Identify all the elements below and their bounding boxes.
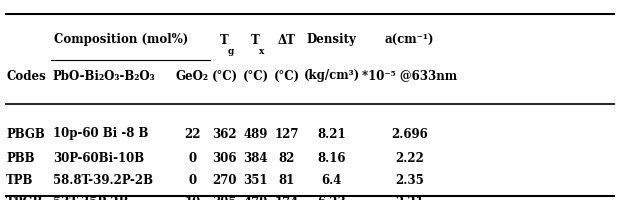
- Text: Composition (mol%): Composition (mol%): [54, 33, 188, 46]
- Text: 82: 82: [278, 152, 294, 164]
- Text: 6.4: 6.4: [322, 173, 342, 186]
- Text: (°C): (°C): [211, 70, 237, 82]
- Text: g: g: [228, 47, 234, 56]
- Text: 58.8T-39.2P-2B: 58.8T-39.2P-2B: [53, 173, 153, 186]
- Text: 0: 0: [188, 152, 197, 164]
- Text: 127: 127: [274, 128, 299, 140]
- Text: 362: 362: [212, 128, 237, 140]
- Text: 2.696: 2.696: [391, 128, 428, 140]
- Text: T: T: [219, 33, 228, 46]
- Text: 2.21: 2.21: [395, 196, 423, 200]
- Text: 53T-35P-2B: 53T-35P-2B: [53, 196, 128, 200]
- Text: 30P-60Bi-10B: 30P-60Bi-10B: [53, 152, 144, 164]
- Text: 174: 174: [274, 196, 299, 200]
- Text: x: x: [259, 47, 264, 56]
- Text: TPGB: TPGB: [6, 196, 43, 200]
- Text: 306: 306: [212, 152, 237, 164]
- Text: *10⁻⁵ @633nm: *10⁻⁵ @633nm: [361, 70, 457, 82]
- Text: 81: 81: [278, 173, 294, 186]
- Text: ΔT: ΔT: [278, 33, 295, 46]
- Text: 305: 305: [212, 196, 237, 200]
- Text: 22: 22: [184, 128, 200, 140]
- Text: TPB: TPB: [6, 173, 33, 186]
- Text: Codes: Codes: [6, 70, 46, 82]
- Text: 351: 351: [243, 173, 268, 186]
- Text: 270: 270: [212, 173, 237, 186]
- Text: 8.21: 8.21: [317, 128, 346, 140]
- Text: PBGB: PBGB: [6, 128, 45, 140]
- Text: 6.23: 6.23: [317, 196, 346, 200]
- Text: 2.22: 2.22: [395, 152, 423, 164]
- Text: GeO₂: GeO₂: [175, 70, 209, 82]
- Text: 479: 479: [243, 196, 268, 200]
- Text: 10: 10: [184, 196, 200, 200]
- Text: 8.16: 8.16: [317, 152, 346, 164]
- Text: 10p-60 Bi -8 B: 10p-60 Bi -8 B: [53, 128, 148, 140]
- Text: 384: 384: [243, 152, 268, 164]
- Text: 489: 489: [243, 128, 268, 140]
- Text: (°C): (°C): [242, 70, 268, 82]
- Text: Density: Density: [307, 33, 356, 46]
- Text: T: T: [250, 33, 259, 46]
- Text: PBB: PBB: [6, 152, 35, 164]
- Text: 2.35: 2.35: [395, 173, 423, 186]
- Text: (kg/cm³): (kg/cm³): [304, 70, 360, 82]
- Text: 0: 0: [188, 173, 197, 186]
- Text: PbO-Bi₂O₃-B₂O₃: PbO-Bi₂O₃-B₂O₃: [53, 70, 156, 82]
- Text: a(cm⁻¹): a(cm⁻¹): [384, 33, 434, 46]
- Text: (°C): (°C): [273, 70, 299, 82]
